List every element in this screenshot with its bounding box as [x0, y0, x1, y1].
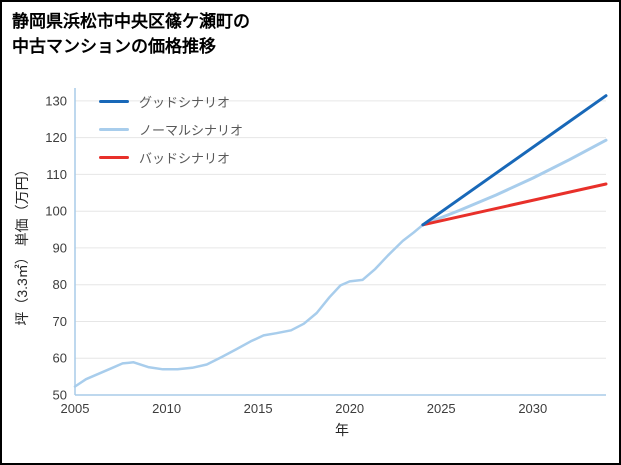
svg-text:100: 100: [45, 204, 67, 219]
axis-lines: [74, 88, 606, 396]
svg-text:60: 60: [53, 351, 67, 366]
svg-text:70: 70: [53, 314, 67, 329]
svg-text:2005: 2005: [61, 401, 90, 416]
chart-title: 静岡県浜松市中央区篠ケ瀬町の 中古マンションの価格推移: [12, 10, 250, 59]
chart-title-line2: 中古マンションの価格推移: [12, 36, 216, 56]
y-axis-label: 坪（3.3㎡） 単価（万円）: [14, 162, 30, 326]
legend-label-good: グッドシナリオ: [139, 95, 231, 110]
svg-text:50: 50: [53, 388, 67, 403]
chart-title-line1: 静岡県浜松市中央区篠ケ瀬町の: [12, 12, 250, 31]
svg-text:120: 120: [45, 130, 67, 145]
svg-text:80: 80: [53, 277, 67, 292]
legend-label-bad: バッドシナリオ: [139, 151, 231, 166]
y-tick-labels: 50 60 70 80 90 100 110 120 130: [45, 93, 67, 402]
svg-text:2020: 2020: [335, 401, 364, 416]
gridlines: [75, 100, 606, 359]
chart-legend: グッドシナリオ ノーマルシナリオ バッドシナリオ: [99, 92, 243, 167]
svg-text:90: 90: [53, 240, 67, 255]
svg-text:2010: 2010: [152, 401, 181, 416]
legend-item-normal-scenario: ノーマルシナリオ: [99, 120, 243, 139]
svg-text:110: 110: [46, 167, 67, 182]
svg-text:2030: 2030: [518, 401, 547, 416]
x-axis-label: 年: [335, 422, 349, 438]
x-tick-labels: 2005 2010 2015 2020 2025 2030: [61, 401, 548, 416]
legend-item-good-scenario: グッドシナリオ: [99, 92, 243, 111]
legend-label-normal: ノーマルシナリオ: [139, 123, 244, 138]
svg-text:2025: 2025: [427, 401, 456, 416]
legend-line-swatch-good: [99, 100, 129, 103]
legend-line-swatch-normal: [99, 128, 129, 131]
legend-line-swatch-bad: [99, 156, 129, 159]
svg-text:130: 130: [45, 93, 67, 108]
svg-text:2015: 2015: [244, 401, 273, 416]
series-lines: [73, 94, 608, 388]
legend-item-bad-scenario: バッドシナリオ: [99, 148, 243, 167]
